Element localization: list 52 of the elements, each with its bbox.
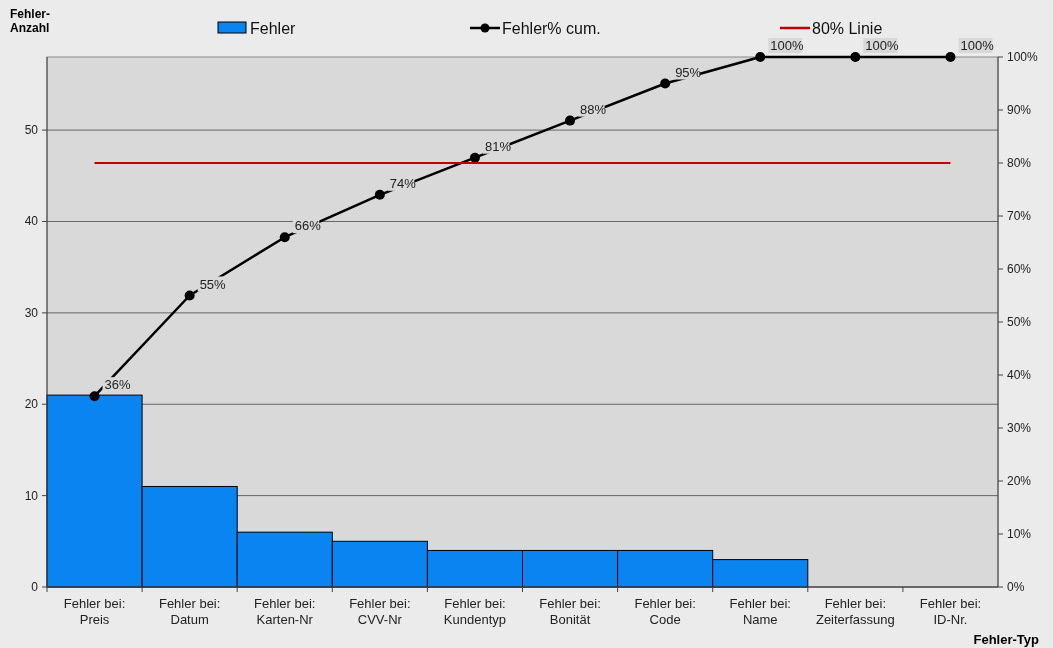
data-label: 95% bbox=[675, 64, 702, 80]
y2-tick-label: 0% bbox=[1007, 580, 1025, 594]
y2-tick-label: 80% bbox=[1007, 156, 1032, 170]
data-label: 100% bbox=[960, 38, 995, 53]
data-label: 88% bbox=[580, 101, 607, 117]
x-tick-label: Fehler bei: Zeiterfassung bbox=[815, 596, 895, 627]
x-tick-label: Fehler bei: Name bbox=[729, 596, 791, 627]
y-tick-label: 0 bbox=[31, 580, 39, 594]
point bbox=[374, 189, 385, 200]
data-label: 66% bbox=[294, 218, 322, 234]
y2-tick-label: 60% bbox=[1007, 262, 1032, 276]
y-tick-label: 10 bbox=[24, 488, 39, 503]
legend-label: Fehler% cum. bbox=[502, 20, 601, 37]
y2-tick-label: 30% bbox=[1007, 421, 1032, 435]
point bbox=[945, 52, 956, 62]
x-tick-label: Fehler bei: Kundentyp bbox=[443, 596, 507, 627]
y-tick-label: 20 bbox=[24, 397, 39, 412]
x-tick-label: Fehler bei: ID-Nr. bbox=[919, 596, 982, 627]
point bbox=[660, 78, 671, 89]
x-tick-label: Fehler bei: Code bbox=[634, 596, 696, 627]
data-label: 74% bbox=[389, 175, 417, 191]
y2-tick-label: 10% bbox=[1007, 527, 1032, 541]
point bbox=[469, 152, 480, 163]
data-label: 81% bbox=[484, 138, 512, 154]
point bbox=[565, 115, 576, 126]
x-tick-label: Fehler bei: Bonität bbox=[539, 596, 601, 627]
point bbox=[755, 52, 766, 62]
data-label: 55% bbox=[199, 276, 227, 292]
data-label: 100% bbox=[770, 38, 804, 53]
y-axis-title: Fehler-Anzahl bbox=[10, 7, 51, 35]
x-tick-label: Fehler bei: Preis bbox=[63, 596, 126, 627]
point bbox=[850, 52, 861, 62]
y-tick-label: 30 bbox=[24, 305, 39, 320]
data-label: 100% bbox=[865, 38, 900, 53]
x-tick-label: Fehler bei: Karten-Nr bbox=[254, 596, 316, 627]
x-tick-label: Fehler bei: Datum bbox=[158, 596, 221, 627]
point bbox=[89, 391, 100, 402]
y2-tick-label: 70% bbox=[1007, 209, 1032, 223]
y2-tick-label: 50% bbox=[1007, 315, 1032, 329]
y2-tick-label: 40% bbox=[1007, 368, 1032, 382]
y-tick-label: 50 bbox=[24, 123, 39, 138]
y2-tick-label: 100% bbox=[1007, 50, 1039, 64]
y-tick-label: 40 bbox=[24, 214, 39, 229]
data-label: 36% bbox=[104, 377, 132, 393]
point bbox=[279, 232, 290, 243]
y2-tick-label: 90% bbox=[1007, 103, 1032, 117]
y2-tick-label: 20% bbox=[1007, 474, 1032, 488]
legend-label: 80% Linie bbox=[812, 20, 883, 37]
point bbox=[184, 290, 195, 301]
x-axis-title: Fehler-Typ bbox=[973, 632, 1040, 647]
legend-label: Fehler bbox=[250, 20, 297, 37]
x-tick-label: Fehler bei: CVV-Nr bbox=[349, 596, 411, 627]
